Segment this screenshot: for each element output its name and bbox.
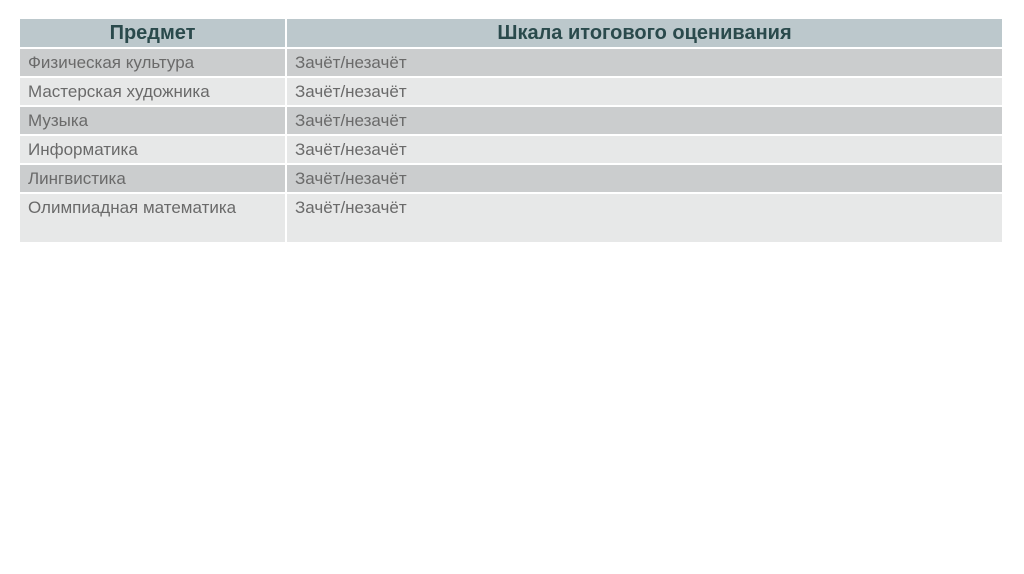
scale-cell: Зачёт/незачёт [285,76,1004,107]
grading-table: Предмет Шкала итогового оценивания Физич… [18,17,1004,244]
scale-cell: Зачёт/незачёт [285,47,1004,78]
subject-cell: Олимпиадная математика [18,192,287,244]
table-row: Физическая культура Зачёт/незачёт [18,47,1004,78]
table-row: Музыка Зачёт/незачёт [18,105,1004,136]
scale-cell: Зачёт/незачёт [285,192,1004,244]
subject-cell: Мастерская художника [18,76,287,107]
header-subject: Предмет [18,17,287,49]
table-row: Мастерская художника Зачёт/незачёт [18,76,1004,107]
scale-cell: Зачёт/незачёт [285,163,1004,194]
subject-cell: Информатика [18,134,287,165]
table-row: Информатика Зачёт/незачёт [18,134,1004,165]
subject-cell: Лингвистика [18,163,287,194]
table-row: Лингвистика Зачёт/незачёт [18,163,1004,194]
subject-cell: Физическая культура [18,47,287,78]
table-header-row: Предмет Шкала итогового оценивания [18,17,1004,49]
subject-cell: Музыка [18,105,287,136]
table-row: Олимпиадная математика Зачёт/незачёт [18,192,1004,244]
scale-cell: Зачёт/незачёт [285,134,1004,165]
scale-cell: Зачёт/незачёт [285,105,1004,136]
header-grading-scale: Шкала итогового оценивания [285,17,1004,49]
